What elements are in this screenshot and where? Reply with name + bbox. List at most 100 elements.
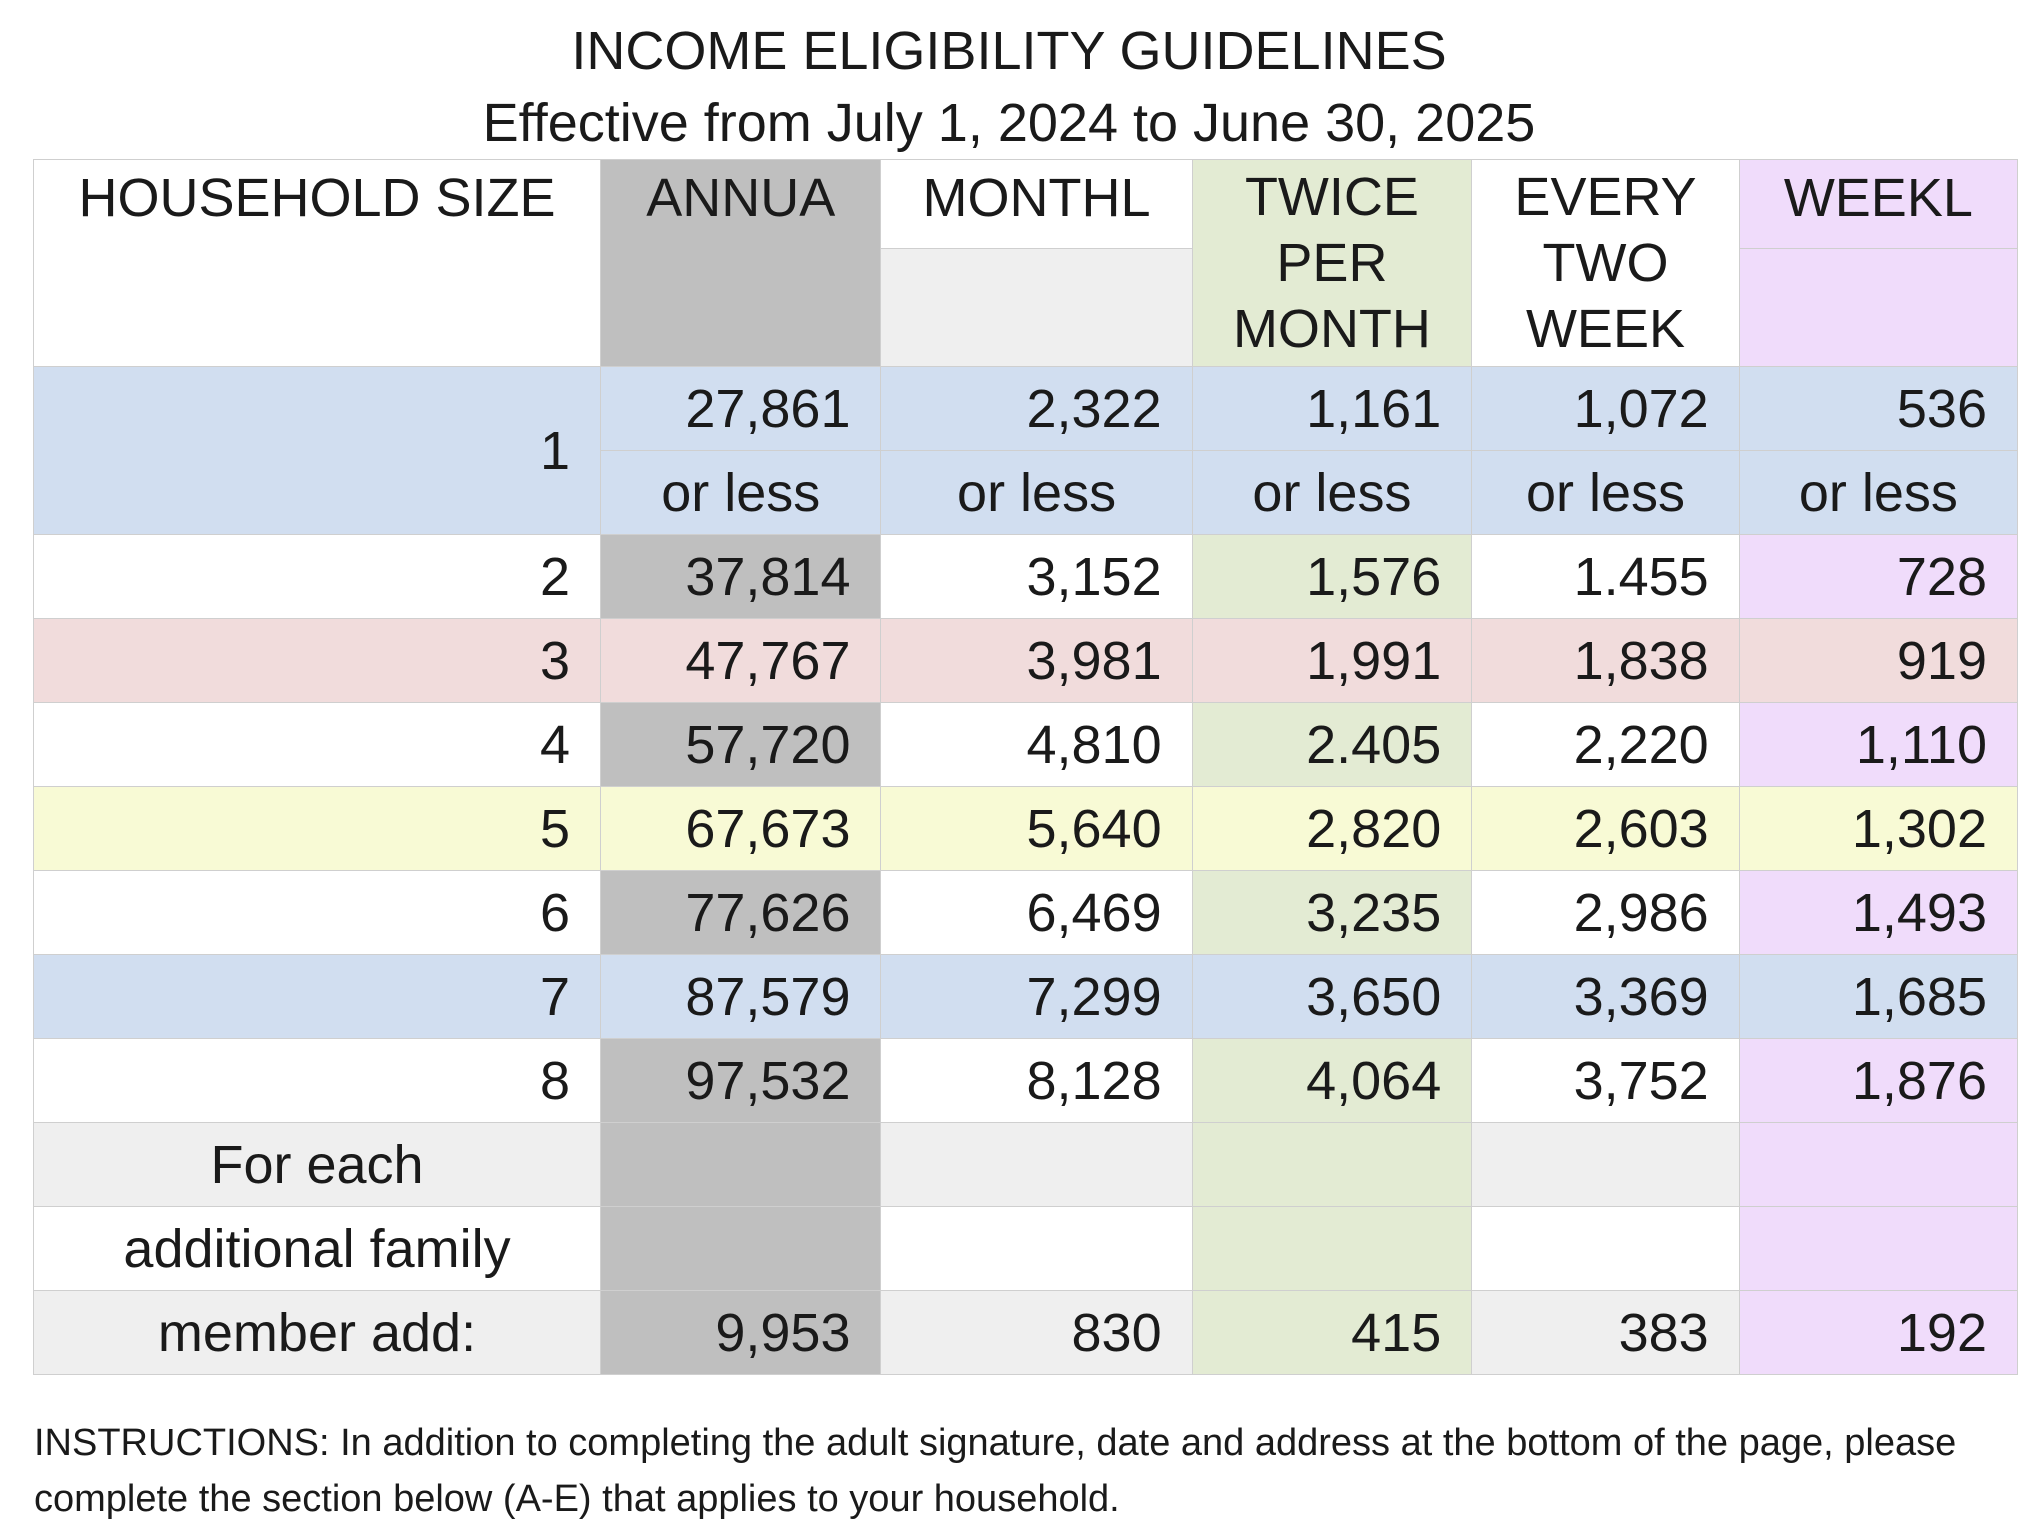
- every-two-weeks-cell: 3,369: [1471, 954, 1740, 1039]
- additional-label-line: additional family: [32, 1206, 602, 1291]
- twice-per-month-cell: 3,650: [1191, 954, 1473, 1039]
- additional-row: member add: 9,953 830 415 383 192: [32, 1290, 2018, 1375]
- qualifier-cell: or less: [1738, 450, 2018, 535]
- blank-cell: [1738, 1122, 2018, 1207]
- every-two-weeks-cell: 2,986: [1471, 870, 1740, 955]
- header-household-size: HOUSEHOLD SIZE: [32, 159, 602, 367]
- header-monthly-fill: [880, 248, 1193, 367]
- weekly-cell: 192: [1738, 1290, 2018, 1375]
- page-title: INCOME ELIGIBILITY GUIDELINES: [571, 21, 1447, 81]
- header-every-line: WEEK: [1525, 299, 1685, 359]
- qualifier-cell: or less: [880, 450, 1193, 535]
- income-guidelines-table: HOUSEHOLD SIZE ANNUA MONTHL TWICE PER MO…: [32, 159, 2018, 1375]
- page-subtitle: Effective from July 1, 2024 to June 30, …: [482, 93, 1536, 153]
- monthly-cell: 3,152: [880, 534, 1193, 619]
- every-two-weeks-cell: 383: [1471, 1290, 1740, 1375]
- blank-cell: [1471, 1122, 1740, 1207]
- household-size-cell: 4: [32, 702, 602, 787]
- every-two-weeks-cell: 1.455: [1471, 534, 1740, 619]
- twice-per-month-cell: 1,991: [1191, 618, 1473, 703]
- blank-cell: [600, 1122, 882, 1207]
- monthly-cell: 830: [880, 1290, 1193, 1375]
- additional-row: For each: [32, 1122, 2018, 1207]
- header-twice-line: PER: [1276, 233, 1388, 293]
- header-weekly-fill: [1738, 248, 2018, 367]
- monthly-cell: 5,640: [880, 786, 1193, 871]
- header-row-1: HOUSEHOLD SIZE ANNUA MONTHL TWICE PER MO…: [32, 159, 2018, 367]
- table-row: 5 67,673 5,640 2,820 2,603 1,302: [32, 786, 2018, 871]
- blank-cell: [600, 1206, 882, 1291]
- every-two-weeks-cell: 1,072: [1471, 366, 1740, 451]
- monthly-cell: 2,322: [880, 366, 1193, 451]
- additional-row: additional family: [32, 1206, 2018, 1291]
- annual-cell: 37,814: [600, 534, 882, 619]
- header-every-two-weeks: EVERY TWO WEEK: [1471, 159, 1740, 367]
- weekly-cell: 1,110: [1738, 702, 2018, 787]
- table-row: 3 47,767 3,981 1,991 1,838 919: [32, 618, 2018, 703]
- table-row: 4 57,720 4,810 2.405 2,220 1,110: [32, 702, 2018, 787]
- household-size-cell: 7: [32, 954, 602, 1039]
- annual-cell: 47,767: [600, 618, 882, 703]
- household-size-cell: 2: [32, 534, 602, 619]
- qualifier-cell: or less: [600, 450, 882, 535]
- table-row: or less or less or less or less or less: [34, 450, 2018, 535]
- annual-cell: 97,532: [600, 1038, 882, 1123]
- twice-per-month-cell: 2,820: [1191, 786, 1473, 871]
- qualifier-cell: or less: [1191, 450, 1473, 535]
- table-row: 6 77,626 6,469 3,235 2,986 1,493: [32, 870, 2018, 955]
- annual-cell: 77,626: [600, 870, 882, 955]
- twice-per-month-cell: 3,235: [1191, 870, 1473, 955]
- header-every-line: EVERY: [1514, 167, 1697, 227]
- monthly-cell: 8,128: [880, 1038, 1193, 1123]
- monthly-cell: 6,469: [880, 870, 1193, 955]
- twice-per-month-cell: 4,064: [1191, 1038, 1473, 1123]
- monthly-cell: 7,299: [880, 954, 1193, 1039]
- every-two-weeks-cell: 3,752: [1471, 1038, 1740, 1123]
- blank-cell: [1471, 1206, 1740, 1291]
- household-size-cell: 5: [32, 786, 602, 871]
- header-twice-per-month: TWICE PER MONTH: [1191, 159, 1473, 367]
- twice-per-month-cell: 1,161: [1191, 366, 1473, 451]
- weekly-cell: 1,493: [1738, 870, 2018, 955]
- instructions-text: INSTRUCTIONS: In addition to completing …: [34, 1422, 1957, 1520]
- additional-label-line: member add:: [32, 1290, 602, 1375]
- qualifier-cell: or less: [1471, 450, 1740, 535]
- household-size-cell: 3: [32, 618, 602, 703]
- table-row: 1 27,861 2,322 1,161 1,072 536: [32, 366, 2018, 535]
- household-size-cell: 1: [32, 366, 602, 535]
- weekly-cell: 919: [1738, 618, 2018, 703]
- header-every-line: TWO: [1542, 233, 1669, 293]
- blank-cell: [1191, 1122, 1473, 1207]
- header-weekly: WEEKL: [1738, 159, 2018, 249]
- header-annual: ANNUA: [600, 159, 882, 367]
- twice-per-month-cell: 415: [1191, 1290, 1473, 1375]
- twice-per-month-cell: 1,576: [1191, 534, 1473, 619]
- weekly-cell: 728: [1738, 534, 2018, 619]
- annual-cell: 57,720: [600, 702, 882, 787]
- every-two-weeks-cell: 2,220: [1471, 702, 1740, 787]
- monthly-cell: 4,810: [880, 702, 1193, 787]
- additional-label-line: For each: [32, 1122, 602, 1207]
- weekly-cell: 1,876: [1738, 1038, 2018, 1123]
- blank-cell: [1191, 1206, 1473, 1291]
- household-size-cell: 6: [32, 870, 602, 955]
- every-two-weeks-cell: 2,603: [1471, 786, 1740, 871]
- weekly-cell: 1,302: [1738, 786, 2018, 871]
- every-two-weeks-cell: 1,838: [1471, 618, 1740, 703]
- blank-cell: [1738, 1206, 2018, 1291]
- annual-cell: 27,861: [600, 366, 882, 451]
- twice-per-month-cell: 2.405: [1191, 702, 1473, 787]
- header-monthly: MONTHL: [880, 159, 1193, 249]
- blank-cell: [880, 1206, 1193, 1291]
- table-row: 8 97,532 8,128 4,064 3,752 1,876: [32, 1038, 2018, 1123]
- weekly-cell: 536: [1738, 366, 2018, 451]
- blank-cell: [880, 1122, 1193, 1207]
- monthly-cell: 3,981: [880, 618, 1193, 703]
- annual-cell: 9,953: [600, 1290, 882, 1375]
- household-size-cell: 8: [32, 1038, 602, 1123]
- table-row: 2 37,814 3,152 1,576 1.455 728: [32, 534, 2018, 619]
- header-twice-line: MONTH: [1232, 299, 1431, 359]
- table-row: 7 87,579 7,299 3,650 3,369 1,685: [32, 954, 2018, 1039]
- annual-cell: 67,673: [600, 786, 882, 871]
- weekly-cell: 1,685: [1738, 954, 2018, 1039]
